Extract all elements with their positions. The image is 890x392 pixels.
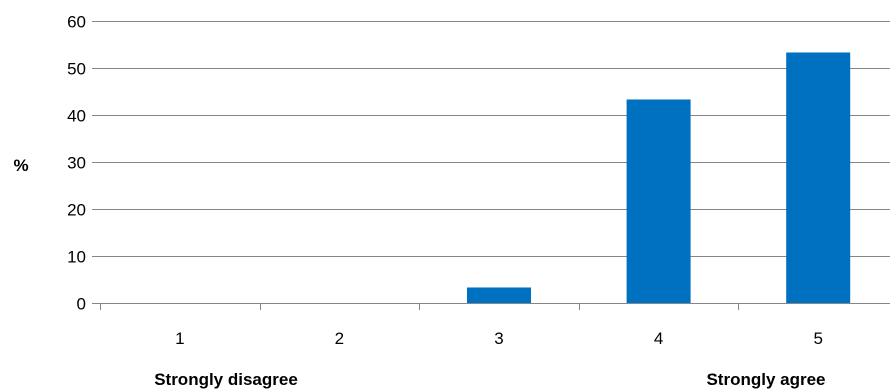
- y-tick-label-20: 20: [67, 201, 86, 220]
- x-axis: [100, 303, 890, 310]
- x-tick-label-3: 3: [494, 329, 503, 348]
- gridlines: [92, 21, 890, 304]
- y-tick-label-40: 40: [67, 107, 86, 126]
- x-tick-label-2: 2: [335, 329, 344, 348]
- bar-4: [626, 99, 691, 304]
- x-tick-labels: 1 2 3 4 5: [175, 329, 823, 348]
- scale-low-label: Strongly disagree: [154, 370, 298, 389]
- bars: [467, 52, 851, 304]
- scale-high-label: Strongly agree: [706, 370, 825, 389]
- x-tick-label-1: 1: [175, 329, 184, 348]
- y-tick-label-30: 30: [67, 154, 86, 173]
- y-tick-labels: 0 10 20 30 40 50 60: [67, 13, 86, 314]
- y-axis-label: %: [13, 156, 28, 175]
- y-tick-label-60: 60: [67, 13, 86, 32]
- y-tick-label-10: 10: [67, 248, 86, 267]
- bar-5: [786, 52, 851, 303]
- x-tick-label-5: 5: [813, 329, 822, 348]
- x-tick-label-4: 4: [654, 329, 663, 348]
- y-tick-label-0: 0: [77, 295, 86, 314]
- y-tick-label-50: 50: [67, 60, 86, 79]
- bar-3: [467, 287, 531, 303]
